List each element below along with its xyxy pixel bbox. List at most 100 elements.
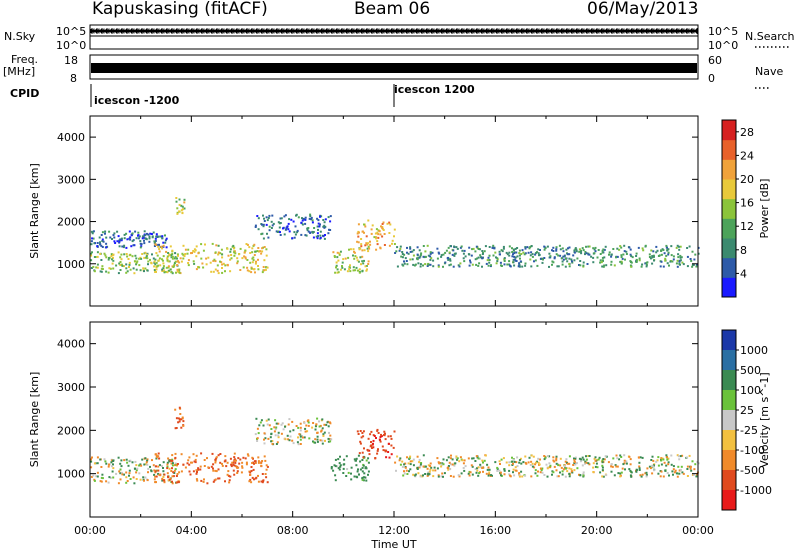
data-cell [202,266,205,269]
data-cell [367,457,370,460]
data-cell [615,465,618,468]
data-cell [409,247,412,250]
data-cell [183,201,186,204]
data-cell [120,237,123,240]
data-cell [629,260,632,263]
data-cell [481,459,484,462]
data-cell [221,271,224,274]
data-cell [549,255,552,258]
data-cell [512,471,514,474]
data-cell [361,255,364,258]
data-cell [670,454,673,457]
data-cell [174,427,177,430]
data-cell [267,418,270,421]
data-cell [224,270,226,273]
data-cell [361,466,364,469]
data-cell [605,455,608,458]
data-cell [411,460,414,463]
data-cell [572,464,575,466]
power-colorbar-frame [721,119,737,298]
data-cell [602,475,605,478]
data-cell [119,261,122,263]
data-cell [138,464,141,467]
data-cell [236,470,239,473]
data-cell [112,267,115,270]
data-cell [378,230,381,233]
data-cell [601,466,604,469]
data-cell [91,456,93,459]
data-cell [456,457,459,460]
data-cell [449,258,451,261]
data-cell [664,469,667,472]
data-cell [691,460,694,463]
data-cell [241,257,244,260]
data-cell [95,266,98,269]
data-cell [518,265,521,268]
data-cell [640,265,643,268]
data-cell [334,479,337,482]
data-cell [543,245,546,248]
data-cell [334,271,337,274]
data-cell [310,216,313,219]
data-cell [381,445,384,448]
data-cell [464,255,467,258]
data-cell [524,264,527,267]
data-cell [461,459,464,462]
data-cell [268,229,271,232]
data-cell [693,258,696,261]
data-cell [568,462,571,465]
velocity-colorbar-tick-label: -25 [740,424,758,437]
data-cell [273,426,276,429]
data-cell [317,222,320,225]
data-cell [136,467,139,470]
data-cell [128,472,131,475]
data-cell [134,254,137,257]
data-cell [610,465,613,468]
data-cell [588,463,591,466]
data-cell [119,269,122,271]
data-cell [229,270,232,273]
data-cell [104,254,107,257]
data-cell [648,465,651,468]
data-cell [594,246,597,249]
data-cell [499,471,502,474]
data-cell [232,244,235,247]
data-cell [552,246,555,249]
data-cell [513,255,516,258]
data-cell [261,223,263,226]
data-cell [676,244,679,247]
data-cell [487,264,490,267]
data-cell [536,264,539,267]
data-cell [224,455,227,458]
data-cell [120,471,123,474]
data-cell [614,464,617,467]
data-cell [472,457,475,460]
data-cell [546,467,549,470]
data-cell [101,240,104,242]
data-cell [518,461,521,464]
data-cell [215,457,218,460]
data-cell [131,232,134,235]
data-cell [506,253,509,256]
data-cell [355,464,358,467]
data-cell [459,456,462,459]
data-cell [365,459,368,462]
data-cell [166,467,169,470]
data-cell [359,256,362,259]
data-cell [322,234,324,237]
data-cell [276,441,279,444]
data-cell [363,231,365,234]
data-cell [516,247,519,249]
data-cell [367,245,370,248]
data-cell [168,254,171,257]
data-cell [281,422,284,425]
data-cell [357,223,360,226]
data-cell [552,261,555,264]
data-cell [171,454,174,457]
data-cell [291,237,294,240]
data-cell [367,470,370,473]
data-cell [123,233,126,236]
data-cell [275,426,278,429]
data-cell [257,265,259,267]
velocity-colorbar-segment [722,410,736,431]
